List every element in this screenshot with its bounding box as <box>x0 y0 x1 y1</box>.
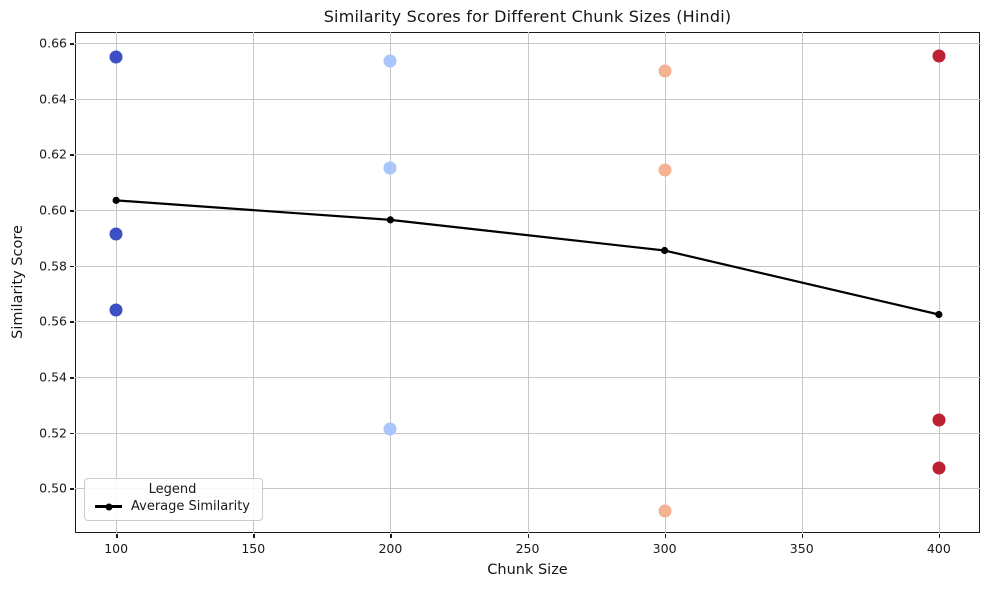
y-tick-label: 0.58 <box>39 258 67 274</box>
legend-entry: Average Similarity <box>95 499 250 514</box>
x-tick-mark <box>801 534 804 538</box>
x-axis-label: Chunk Size <box>487 562 568 578</box>
scatter-point-chunk-size-100 <box>109 50 123 64</box>
y-axis-label: Similarity Score <box>10 225 26 339</box>
x-tick-mark <box>938 534 941 538</box>
x-tick-mark <box>116 534 118 538</box>
scatter-point-chunk-size-200 <box>383 422 397 436</box>
scatter-point-chunk-size-200 <box>383 161 397 175</box>
legend-title: Legend <box>148 482 197 497</box>
y-tick-mark <box>70 432 74 435</box>
legend-entry-label: Average Similarity <box>131 499 250 514</box>
legend: Legend Average Similarity <box>84 478 263 521</box>
y-tick-label: 0.56 <box>39 313 67 329</box>
gridline-horizontal <box>75 98 980 100</box>
gridline-vertical <box>801 32 803 533</box>
x-tick-label: 250 <box>515 541 540 556</box>
x-tick-mark <box>253 534 255 538</box>
scatter-point-chunk-size-300 <box>658 163 672 177</box>
y-tick-label: 0.52 <box>39 425 67 441</box>
y-tick-mark <box>70 154 74 156</box>
gridline-vertical <box>664 32 666 533</box>
gridline-horizontal <box>75 43 980 45</box>
gridline-vertical <box>390 32 392 533</box>
chart-title: Similarity Scores for Different Chunk Si… <box>323 7 732 26</box>
gridline-horizontal <box>75 210 980 212</box>
gridline-horizontal <box>75 488 980 490</box>
y-tick-label: 0.62 <box>39 146 67 162</box>
scatter-point-chunk-size-400 <box>932 49 946 63</box>
x-tick-label: 150 <box>241 541 266 556</box>
y-tick-mark <box>70 98 74 101</box>
y-tick-label: 0.50 <box>39 480 67 496</box>
y-tick-mark <box>70 377 74 379</box>
scatter-point-chunk-size-100 <box>109 227 123 241</box>
gridline-horizontal <box>75 154 980 156</box>
x-tick-label: 100 <box>104 541 129 556</box>
x-tick-label: 200 <box>378 541 403 556</box>
x-tick-mark <box>390 534 392 538</box>
scatter-point-chunk-size-400 <box>932 461 946 475</box>
scatter-point-chunk-size-200 <box>383 54 397 68</box>
scatter-point-chunk-size-300 <box>658 504 672 518</box>
x-tick-mark <box>527 534 529 538</box>
gridline-vertical <box>938 32 940 533</box>
gridline-vertical <box>253 32 255 533</box>
scatter-point-chunk-size-100 <box>109 303 123 317</box>
y-tick-label: 0.54 <box>39 369 67 385</box>
y-tick-mark <box>70 265 74 268</box>
scatter-point-chunk-size-300 <box>658 64 672 78</box>
x-tick-label: 300 <box>652 541 677 556</box>
x-tick-label: 400 <box>926 541 951 556</box>
line-dot-icon <box>105 503 112 510</box>
gridline-horizontal <box>75 265 980 267</box>
gridline-horizontal <box>75 321 980 323</box>
gridline-vertical <box>527 32 529 533</box>
average-line-marker-icon <box>95 503 122 510</box>
gridline-vertical <box>116 32 118 533</box>
x-tick-mark <box>664 534 666 538</box>
scatter-point-chunk-size-400 <box>932 413 946 427</box>
x-tick-label: 350 <box>789 541 814 556</box>
y-tick-mark <box>70 488 74 490</box>
gridline-horizontal <box>75 377 980 379</box>
y-tick-mark <box>70 210 74 212</box>
gridline-horizontal <box>75 432 980 434</box>
y-tick-label: 0.66 <box>39 35 67 51</box>
y-tick-label: 0.60 <box>39 202 67 218</box>
y-tick-mark <box>70 321 74 323</box>
y-tick-mark <box>70 43 74 45</box>
y-tick-label: 0.64 <box>39 91 67 107</box>
